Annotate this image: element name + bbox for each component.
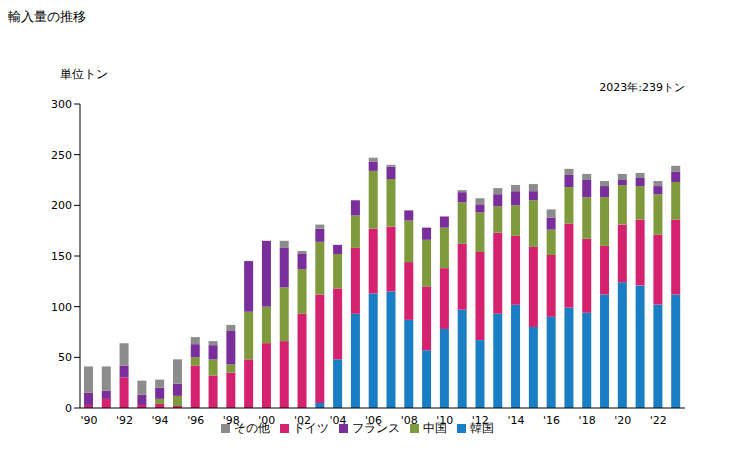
svg-text:200: 200: [51, 199, 72, 212]
svg-text:'16: '16: [543, 414, 560, 427]
svg-text:100: 100: [51, 301, 72, 314]
svg-text:'12: '12: [472, 414, 489, 427]
svg-text:'10: '10: [436, 414, 453, 427]
svg-text:150: 150: [51, 250, 72, 263]
svg-text:'96: '96: [187, 414, 204, 427]
svg-text:'08: '08: [401, 414, 418, 427]
svg-text:0: 0: [65, 402, 72, 415]
svg-text:'94: '94: [152, 414, 169, 427]
svg-text:300: 300: [51, 98, 72, 111]
svg-text:'06: '06: [365, 414, 382, 427]
svg-text:'20: '20: [614, 414, 631, 427]
svg-text:50: 50: [58, 351, 72, 364]
svg-text:'00: '00: [258, 414, 275, 427]
svg-text:'02: '02: [294, 414, 311, 427]
svg-text:'14: '14: [507, 414, 524, 427]
svg-text:'98: '98: [223, 414, 240, 427]
svg-text:'92: '92: [116, 414, 133, 427]
svg-text:250: 250: [51, 149, 72, 162]
svg-text:'90: '90: [80, 414, 97, 427]
svg-text:'04: '04: [329, 414, 346, 427]
svg-text:'18: '18: [579, 414, 596, 427]
svg-text:'22: '22: [650, 414, 667, 427]
